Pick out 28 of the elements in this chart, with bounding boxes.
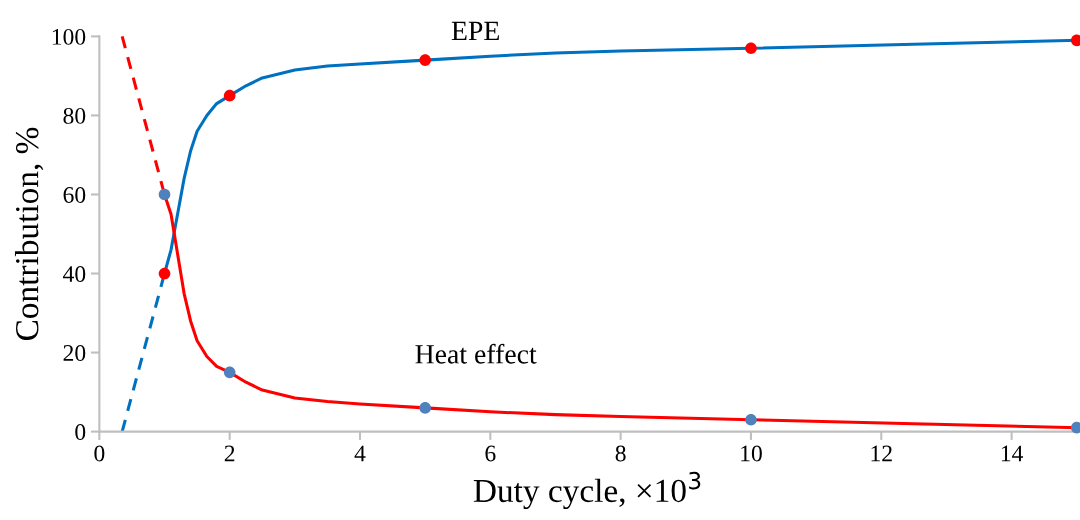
y-tick-label: 80: [63, 107, 86, 124]
point: [1070, 421, 1080, 434]
x-tick-label: 10: [741, 445, 762, 462]
series-label: EPE: [451, 21, 499, 41]
x-tick-label: 8: [615, 445, 626, 462]
x-tick-label: 4: [354, 445, 366, 462]
point: [419, 54, 431, 66]
series-label: Heat effect: [415, 343, 537, 364]
y-tick-label: 60: [63, 186, 86, 203]
point: [745, 42, 757, 55]
point: [223, 89, 236, 102]
y-axis-title: Contribution, %: [14, 127, 44, 341]
x-tick-label: 2: [224, 445, 235, 462]
point: [158, 267, 171, 280]
point: [745, 413, 757, 426]
point: [223, 366, 236, 379]
y-tick-label: 40: [63, 266, 86, 282]
y-tick-label: 0: [75, 424, 86, 441]
y-tick-label: 20: [63, 345, 86, 361]
x-axis-title: Duty cycle, ×10$^{3}$: [473, 471, 701, 510]
point: [1070, 34, 1080, 47]
x-tick-label: 14: [1001, 445, 1024, 462]
x-tick-label: 12: [871, 445, 892, 462]
y-tick-label: 100: [52, 28, 86, 45]
point: [419, 402, 431, 414]
point: [158, 188, 171, 201]
x-tick-label: 6: [485, 445, 496, 462]
x-tick-label: 0: [94, 445, 105, 462]
